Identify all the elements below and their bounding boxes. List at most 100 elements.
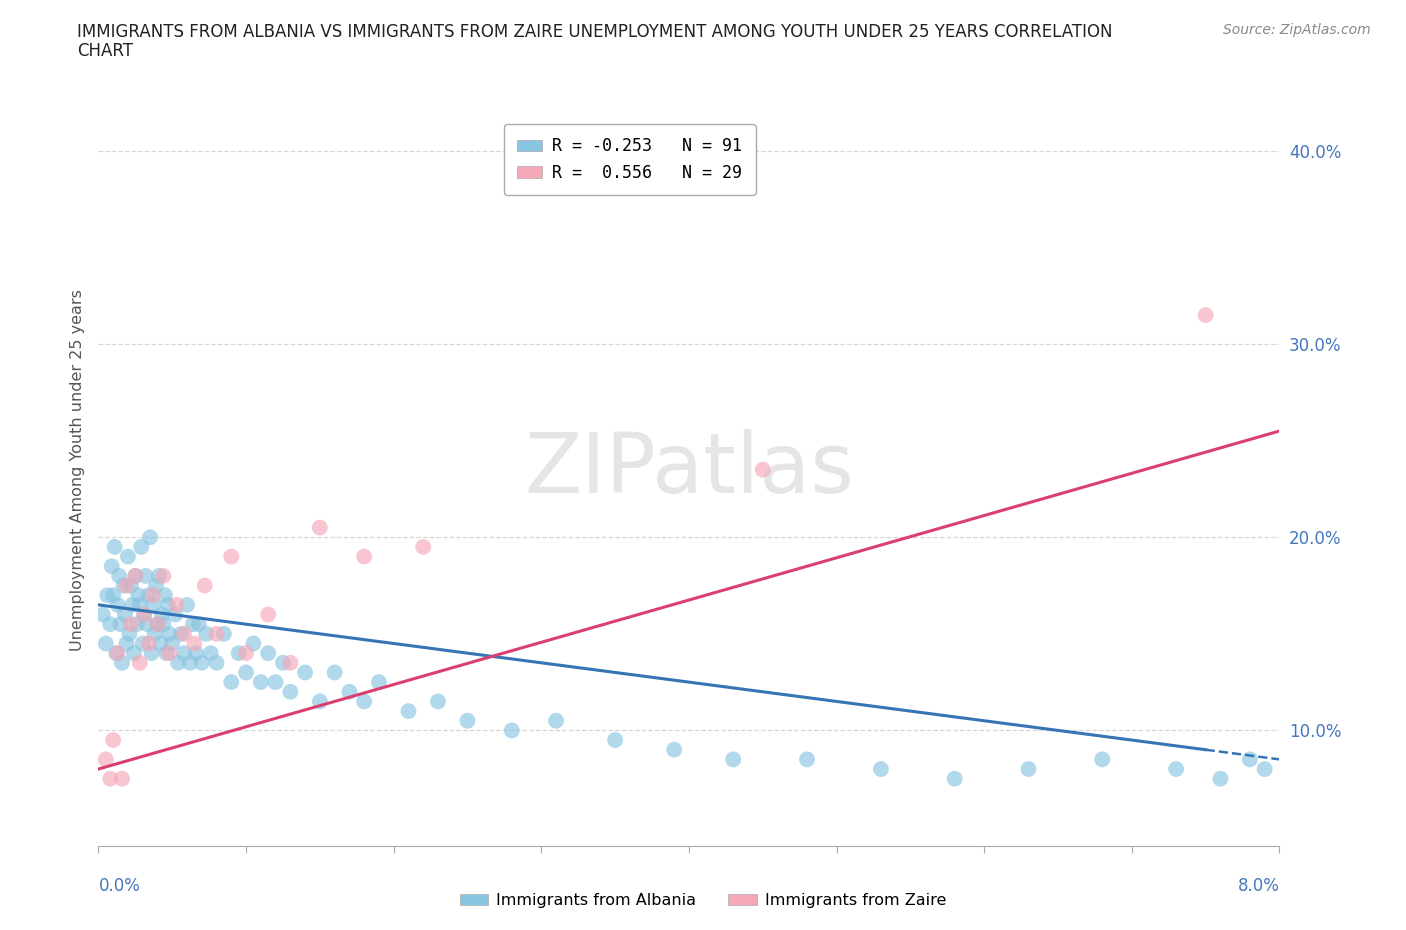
Point bbox=[723, 752, 745, 767]
Point bbox=[98, 771, 121, 786]
Point bbox=[309, 520, 332, 535]
Point bbox=[280, 656, 302, 671]
Point bbox=[427, 694, 450, 709]
Point bbox=[195, 627, 218, 642]
Point bbox=[100, 559, 122, 574]
Point bbox=[546, 713, 568, 728]
Point bbox=[176, 597, 198, 612]
Point bbox=[104, 539, 127, 554]
Text: IMMIGRANTS FROM ALBANIA VS IMMIGRANTS FROM ZAIRE UNEMPLOYMENT AMONG YOUTH UNDER : IMMIGRANTS FROM ALBANIA VS IMMIGRANTS FR… bbox=[77, 23, 1112, 41]
Point bbox=[124, 568, 146, 583]
Point bbox=[150, 607, 173, 622]
Point bbox=[138, 588, 160, 603]
Point bbox=[157, 645, 180, 660]
Point bbox=[94, 752, 117, 767]
Point bbox=[120, 578, 142, 593]
Point bbox=[124, 568, 146, 583]
Point bbox=[752, 462, 775, 477]
Point bbox=[1254, 762, 1277, 777]
Point bbox=[1166, 762, 1188, 777]
Point bbox=[128, 656, 150, 671]
Point bbox=[398, 704, 420, 719]
Point bbox=[309, 694, 332, 709]
Point bbox=[142, 588, 165, 603]
Point bbox=[108, 568, 131, 583]
Point bbox=[121, 597, 143, 612]
Point bbox=[110, 617, 132, 631]
Point bbox=[221, 674, 243, 689]
Point bbox=[1091, 752, 1114, 767]
Point bbox=[200, 645, 222, 660]
Point bbox=[205, 656, 228, 671]
Point bbox=[105, 645, 128, 660]
Point bbox=[294, 665, 316, 680]
Point bbox=[870, 762, 893, 777]
Point bbox=[155, 645, 177, 660]
Point bbox=[148, 568, 170, 583]
Legend: R = -0.253   N = 91, R =  0.556   N = 29: R = -0.253 N = 91, R = 0.556 N = 29 bbox=[505, 124, 755, 195]
Point bbox=[167, 656, 190, 671]
Point bbox=[187, 617, 209, 631]
Point bbox=[107, 645, 129, 660]
Y-axis label: Unemployment Among Youth under 25 years: Unemployment Among Youth under 25 years bbox=[69, 288, 84, 651]
Point bbox=[162, 636, 183, 651]
Point bbox=[368, 674, 391, 689]
Point bbox=[117, 549, 139, 564]
Point bbox=[112, 578, 135, 593]
Point bbox=[135, 568, 157, 583]
Point bbox=[115, 636, 138, 651]
Point bbox=[228, 645, 250, 660]
Point bbox=[1239, 752, 1261, 767]
Point bbox=[173, 627, 195, 642]
Point bbox=[194, 578, 217, 593]
Point bbox=[152, 617, 174, 631]
Point bbox=[103, 733, 125, 748]
Point bbox=[127, 588, 149, 603]
Point bbox=[323, 665, 346, 680]
Point bbox=[184, 645, 207, 660]
Point bbox=[152, 568, 174, 583]
Point bbox=[183, 636, 205, 651]
Text: Source: ZipAtlas.com: Source: ZipAtlas.com bbox=[1223, 23, 1371, 37]
Point bbox=[142, 597, 165, 612]
Point bbox=[103, 588, 125, 603]
Point bbox=[122, 645, 145, 660]
Point bbox=[115, 578, 138, 593]
Point bbox=[235, 645, 257, 660]
Point bbox=[212, 627, 235, 642]
Point bbox=[235, 665, 257, 680]
Point bbox=[156, 597, 179, 612]
Text: 8.0%: 8.0% bbox=[1237, 877, 1279, 895]
Point bbox=[146, 617, 169, 631]
Point bbox=[605, 733, 627, 748]
Point bbox=[98, 617, 121, 631]
Point bbox=[1209, 771, 1232, 786]
Point bbox=[205, 627, 228, 642]
Point bbox=[166, 597, 188, 612]
Point bbox=[153, 588, 176, 603]
Point bbox=[353, 694, 375, 709]
Point bbox=[125, 617, 148, 631]
Point bbox=[136, 617, 159, 631]
Point bbox=[149, 636, 172, 651]
Point bbox=[501, 723, 523, 737]
Point bbox=[138, 636, 160, 651]
Point bbox=[181, 617, 204, 631]
Point bbox=[96, 588, 118, 603]
Point bbox=[242, 636, 264, 651]
Point bbox=[139, 530, 162, 545]
Point bbox=[145, 578, 167, 593]
Point bbox=[257, 645, 280, 660]
Point bbox=[664, 742, 686, 757]
Point bbox=[1018, 762, 1040, 777]
Point bbox=[796, 752, 818, 767]
Point bbox=[111, 771, 134, 786]
Point bbox=[943, 771, 966, 786]
Point bbox=[134, 607, 156, 622]
Point bbox=[114, 607, 136, 622]
Point bbox=[118, 627, 141, 642]
Point bbox=[1195, 308, 1218, 323]
Point bbox=[129, 539, 152, 554]
Point bbox=[412, 539, 434, 554]
Point bbox=[264, 674, 287, 689]
